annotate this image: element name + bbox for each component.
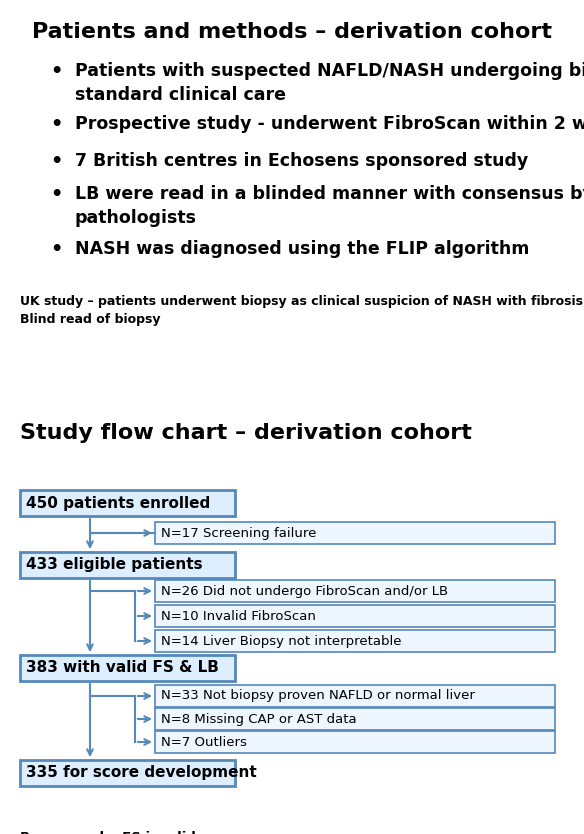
Text: N=33 Not biopsy proven NAFLD or normal liver: N=33 Not biopsy proven NAFLD or normal l… xyxy=(161,690,475,702)
FancyBboxPatch shape xyxy=(155,605,555,627)
Text: Patients with suspected NAFLD/NASH undergoing biopsy as part of: Patients with suspected NAFLD/NASH under… xyxy=(75,62,584,80)
Text: UK study – patients underwent biopsy as clinical suspicion of NASH with fibrosis: UK study – patients underwent biopsy as … xyxy=(20,295,583,308)
FancyBboxPatch shape xyxy=(155,522,555,544)
Text: 450 patients enrolled: 450 patients enrolled xyxy=(26,495,210,510)
Text: N=14 Liver Biopsy not interpretable: N=14 Liver Biopsy not interpretable xyxy=(161,635,402,647)
Text: standard clinical care: standard clinical care xyxy=(75,86,286,104)
FancyBboxPatch shape xyxy=(155,708,555,730)
Text: •: • xyxy=(50,240,62,259)
Text: 7 British centres in Echosens sponsored study: 7 British centres in Echosens sponsored … xyxy=(75,152,529,170)
Text: LB were read in a blinded manner with consensus by two expert: LB were read in a blinded manner with co… xyxy=(75,185,584,203)
FancyBboxPatch shape xyxy=(20,760,235,786)
Text: Patients and methods – derivation cohort: Patients and methods – derivation cohort xyxy=(32,22,552,42)
Text: Prospective study - underwent FibroScan within 2 weeks of biopsy: Prospective study - underwent FibroScan … xyxy=(75,115,584,133)
Text: N=8 Missing CAP or AST data: N=8 Missing CAP or AST data xyxy=(161,712,357,726)
Text: 383 with valid FS & LB: 383 with valid FS & LB xyxy=(26,661,219,676)
Text: •: • xyxy=(50,62,62,81)
FancyBboxPatch shape xyxy=(155,630,555,652)
FancyBboxPatch shape xyxy=(155,685,555,707)
Text: Reasons why FS invalid: Reasons why FS invalid xyxy=(20,831,196,834)
Text: Blind read of biopsy: Blind read of biopsy xyxy=(20,313,161,326)
Text: 335 for score development: 335 for score development xyxy=(26,766,257,781)
FancyBboxPatch shape xyxy=(20,655,235,681)
Text: N=17 Screening failure: N=17 Screening failure xyxy=(161,526,317,540)
Text: N=10 Invalid FibroScan: N=10 Invalid FibroScan xyxy=(161,610,316,622)
Text: •: • xyxy=(50,185,62,204)
Text: N=26 Did not undergo FibroScan and/or LB: N=26 Did not undergo FibroScan and/or LB xyxy=(161,585,448,597)
FancyBboxPatch shape xyxy=(155,580,555,602)
FancyBboxPatch shape xyxy=(20,552,235,578)
Text: •: • xyxy=(50,115,62,134)
Text: pathologists: pathologists xyxy=(75,209,197,227)
FancyBboxPatch shape xyxy=(20,490,235,516)
Text: •: • xyxy=(50,152,62,171)
Text: 433 eligible patients: 433 eligible patients xyxy=(26,557,203,572)
Text: Study flow chart – derivation cohort: Study flow chart – derivation cohort xyxy=(20,423,472,443)
Text: N=7 Outliers: N=7 Outliers xyxy=(161,736,247,748)
FancyBboxPatch shape xyxy=(155,731,555,753)
Text: NASH was diagnosed using the FLIP algorithm: NASH was diagnosed using the FLIP algori… xyxy=(75,240,529,258)
